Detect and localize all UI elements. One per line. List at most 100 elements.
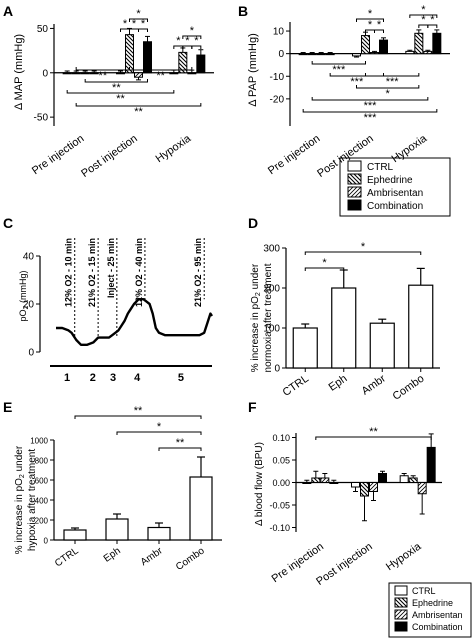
sig-e-ctrl-combo-label: ** xyxy=(134,405,143,417)
sig-f-pre-hyp xyxy=(315,436,432,440)
x-tick-label-hypoxia: Hypoxia xyxy=(384,540,424,573)
panel-label-a: A xyxy=(3,3,13,19)
sig-b-pre-hyp-1 xyxy=(311,97,429,101)
bar-ephedrine-pre-injection xyxy=(307,53,317,56)
sig-a-post-eph-combo-label: * xyxy=(136,8,141,20)
sig-e-ctrl-combo xyxy=(74,415,202,419)
panel-d-chart: 0 100 200 300 CTRL Eph Ambr Combo * * xyxy=(263,241,440,403)
bar-eph xyxy=(331,287,357,369)
panel-f-ylabel: Δ blood flow (BPU) xyxy=(254,442,265,526)
sig-a-hyp-ambr-combo xyxy=(191,45,202,49)
sig-f-pre-hyp-label: ** xyxy=(369,426,378,438)
sig-b-hyp-ctrl-combo-label: * xyxy=(421,4,426,16)
panel-b-y-tick-label: -10 xyxy=(270,72,285,83)
legend-f-label-ctrl: CTRL xyxy=(412,586,436,596)
bar-ephedrine-post-injection xyxy=(360,482,369,497)
bar-ctrl-pre-injection xyxy=(298,53,308,56)
x-tick-label-eph: Eph xyxy=(102,545,123,564)
bar-ambrisentan-pre-injection xyxy=(316,53,326,56)
bar-ambrisentan-hypoxia xyxy=(187,72,197,75)
panel-c-chart: 0 20 40 12% O2 - 10 min 21% O2 - 15 min Injec… xyxy=(23,238,213,384)
sig-a-hyp-eph-ambr-label: * xyxy=(185,35,190,47)
legend-f-label-ambrisentan: Ambrisentan xyxy=(412,610,463,620)
panel-label-e: E xyxy=(3,399,12,415)
sig-b-pre-post-2-label: *** xyxy=(350,76,364,88)
sig-a-pre-post-2-label: ** xyxy=(112,82,121,94)
panel-d-ylabel: % increase in pO2 under normoxia after t… xyxy=(250,263,274,372)
panel-b-y-tick-label: 0 xyxy=(278,49,284,60)
bar-ambrisentan-post-injection xyxy=(369,482,378,492)
panel-a-y-tick-label: 50 xyxy=(37,24,49,35)
sig-a-pre-hyp-1 xyxy=(66,90,175,94)
legend-ab-label-ephedrine: Ephedrine xyxy=(367,175,413,186)
event-marker-label-1: 12% O2 - 10 min xyxy=(64,238,74,307)
bar-ctrl-post-injection xyxy=(116,72,125,75)
sig-e-eph-combo-label: * xyxy=(157,421,162,433)
sig-b-post-eph-ambr xyxy=(365,29,375,33)
bar-combination-hypoxia xyxy=(432,32,442,55)
sig-a-pre-post-1-label: ** xyxy=(99,70,108,82)
panel-e-ylabel: % increase in pO2 under hypoxia after tr… xyxy=(14,445,38,554)
legend-ab-label-ctrl: CTRL xyxy=(367,162,394,173)
legend-ab-swatch-ephedrine xyxy=(347,173,362,185)
bar-ephedrine-hypoxia xyxy=(414,32,424,55)
sig-a-post-eph-combo xyxy=(129,18,148,22)
phase-label-1: 1 xyxy=(64,372,70,384)
event-marker-label-4: 12% O2 - 40 min xyxy=(134,238,144,307)
bar-ctrl xyxy=(292,327,318,369)
panel-c-ylabel: pO2 (mmHg) xyxy=(18,271,30,322)
legend-ab-label-combination: Combination xyxy=(367,201,423,212)
sig-a-post-ctrl-eph-label: * xyxy=(123,18,128,30)
svg-text:normoxia after treatment: normoxia after treatment xyxy=(263,263,274,372)
sig-b-pre-post-1-label: *** xyxy=(332,64,346,76)
x-tick-label-combo: Combo xyxy=(174,545,207,573)
bar-ephedrine-post-injection xyxy=(361,35,370,55)
sig-e-ambr-combo-label: ** xyxy=(176,437,185,449)
x-tick-label-ambr: Ambr xyxy=(360,372,389,397)
panel-label-d: D xyxy=(248,215,258,231)
bar-ambr xyxy=(147,526,171,541)
x-tick-label-pre-injection: Pre injection xyxy=(266,133,322,178)
x-tick-label-ctrl: CTRL xyxy=(53,545,81,569)
panel-f-y-tick-label: 0.05 xyxy=(272,456,290,466)
phase-label-3: 3 xyxy=(110,372,116,384)
x-tick-label-ctrl: CTRL xyxy=(281,373,311,399)
bar-ambrisentan-pre-injection xyxy=(80,72,90,75)
sig-a-hyp-eph-combo-label: * xyxy=(190,25,195,37)
bar-ambr xyxy=(369,322,395,369)
panel-c-y-tick-label: 0 xyxy=(28,348,34,359)
sig-b-pre-post-1 xyxy=(311,61,366,65)
sig-e-ambr-combo xyxy=(158,447,202,451)
bar-ctrl-pre-injection xyxy=(62,72,72,75)
bar-combination-hypoxia xyxy=(426,446,436,483)
sig-a-hyp-eph-combo xyxy=(182,35,202,39)
panel-f-y-tick-label: 0.10 xyxy=(272,433,290,443)
sig-b-hyp-eph-ambr-label: * xyxy=(421,14,426,26)
panel-d-y-tick-label: 0 xyxy=(274,364,280,375)
bar-ctrl-post-injection xyxy=(352,53,361,57)
panel-a-ylabel: Δ MAP (mmHg) xyxy=(13,34,25,110)
panel-label-c: C xyxy=(3,215,13,231)
panel-f-y-tick-label: -0.10 xyxy=(269,523,290,533)
panel-b-y-tick-label: -20 xyxy=(270,94,285,105)
phase-label-4: 4 xyxy=(134,372,141,384)
legend-ab-swatch-combination xyxy=(347,199,362,211)
panel-label-f: F xyxy=(248,399,257,415)
x-tick-label-ambr: Ambr xyxy=(139,545,165,568)
panel-label-b: B xyxy=(238,3,248,19)
sig-d-ctrl-eph-label: * xyxy=(322,257,327,269)
sig-b-pre-post-2 xyxy=(329,73,384,77)
event-marker-label-5: 21% O2 - 95 min xyxy=(193,238,203,307)
sig-a-post-hyp xyxy=(129,67,193,71)
sig-b-post-ctrl-combo-label: * xyxy=(368,8,373,20)
bar-ambrisentan-hypoxia xyxy=(417,482,427,495)
bar-combo xyxy=(189,476,213,541)
bar-combination-pre-injection xyxy=(325,53,335,56)
bar-combination-post-injection xyxy=(143,41,152,74)
panel-e-y-tick-label: 1000 xyxy=(30,437,48,446)
bar-ctrl-hypoxia xyxy=(169,72,179,75)
sig-b-post-ctrl-combo xyxy=(356,18,384,22)
bar-combination-post-injection xyxy=(378,473,387,483)
sig-d-ctrl-combo xyxy=(304,251,422,255)
